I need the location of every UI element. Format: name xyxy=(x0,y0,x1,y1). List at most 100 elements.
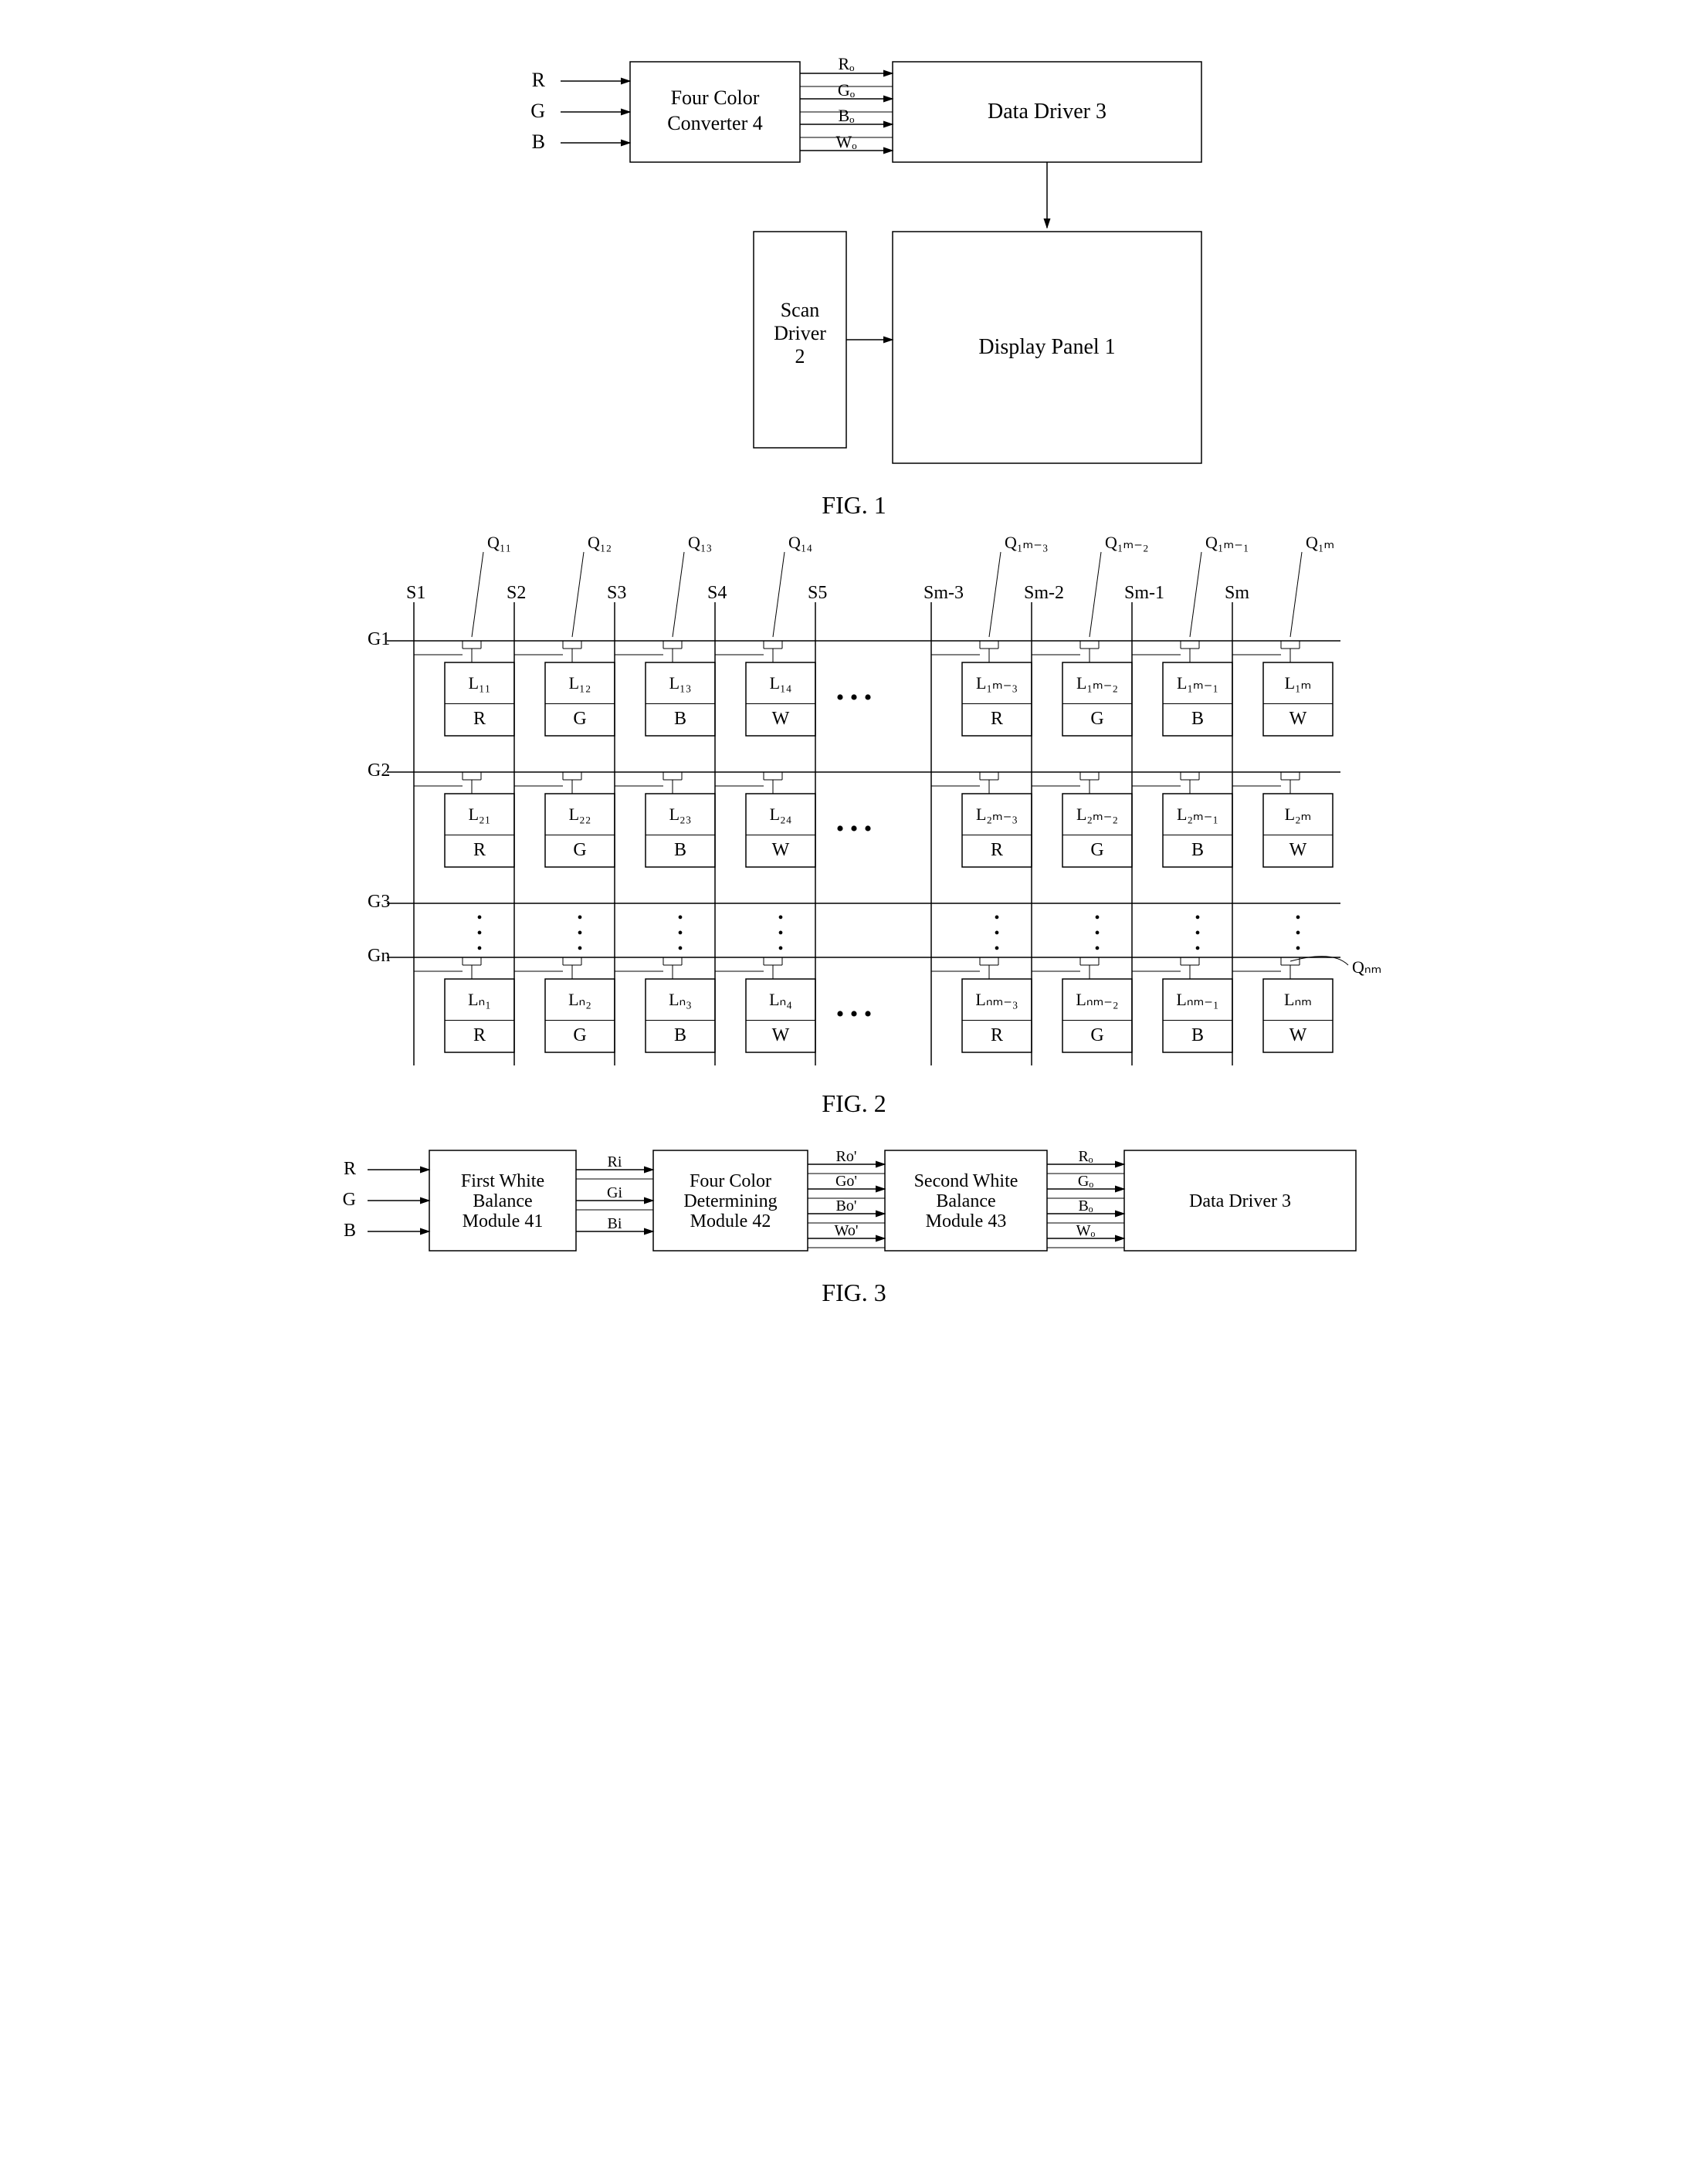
pixel-l: L₁ₘ₋₂ xyxy=(1076,673,1118,693)
fig2-svg: Q₁₁Q₁₂Q₁₃Q₁₄Q₁ₘ₋₃Q₁ₘ₋₂Q₁ₘ₋₁Q₁ₘS1S2S3S4S5… xyxy=(313,525,1395,1127)
pixel-l: L₁ₘ₋₃ xyxy=(976,673,1018,693)
fig3-input: G xyxy=(343,1190,356,1210)
pixel-color: G xyxy=(1090,709,1103,729)
vellipsis: • xyxy=(778,909,783,926)
fig3-bus-label: Ri xyxy=(608,1153,622,1170)
ellipsis: • • • xyxy=(836,685,873,710)
pixel-l: Lₙₘ₋₃ xyxy=(975,990,1018,1009)
pixel-l: L₁₂ xyxy=(569,673,591,693)
fig3-block: Data Driver 3 xyxy=(1189,1191,1291,1211)
pixel-color: W xyxy=(1289,709,1307,729)
s-label: S1 xyxy=(406,583,425,603)
input-b: B xyxy=(532,130,545,153)
input-g: G xyxy=(530,100,545,122)
fig3-block: Balance xyxy=(473,1191,532,1211)
s-label: Sm-2 xyxy=(1024,583,1064,603)
g-label: G3 xyxy=(368,892,390,912)
pixel-l: Lₙₘ₋₁ xyxy=(1176,990,1218,1009)
vellipsis: • xyxy=(476,909,482,926)
fig3-block: Module 42 xyxy=(690,1211,771,1231)
pixel-l: L₂₂ xyxy=(569,804,591,824)
svg-text:•: • xyxy=(778,925,783,942)
pixel-color: W xyxy=(772,840,790,860)
s-label: S4 xyxy=(707,583,727,603)
scan-driver-l3: 2 xyxy=(795,345,805,368)
fig3-block: Second White xyxy=(914,1171,1018,1191)
q-label: Q₁₃ xyxy=(688,533,712,552)
pixel-l: Lₙ₄ xyxy=(769,990,792,1009)
svg-text:•: • xyxy=(1295,925,1300,942)
fig3-block: Balance xyxy=(936,1191,995,1211)
pixel-color: R xyxy=(991,1025,1003,1045)
data-driver-label: Data Driver 3 xyxy=(988,100,1106,124)
vellipsis: • xyxy=(677,909,683,926)
svg-text:•: • xyxy=(577,925,582,942)
s-label: S5 xyxy=(808,583,827,603)
fig3-bus-label: Wₒ xyxy=(1076,1222,1096,1239)
out-wo: Wₒ xyxy=(835,132,856,151)
fig3-bus-label: Ro' xyxy=(836,1148,857,1165)
vellipsis: • xyxy=(1295,909,1300,926)
input-r: R xyxy=(532,69,546,91)
fig3-block: Four Color xyxy=(690,1171,771,1191)
svg-text:•: • xyxy=(1094,940,1100,957)
pixel-color: G xyxy=(1090,1025,1103,1045)
pixel-color: G xyxy=(573,1025,586,1045)
display-panel-label: Display Panel 1 xyxy=(978,335,1115,359)
svg-text:•: • xyxy=(1195,940,1200,957)
s-label: Sm-1 xyxy=(1124,583,1164,603)
svg-text:•: • xyxy=(1295,940,1300,957)
svg-text:•: • xyxy=(476,940,482,957)
svg-text:•: • xyxy=(677,940,683,957)
pixel-l: L₂ₘ₋₃ xyxy=(976,804,1018,824)
fig3-bus-label: Gi xyxy=(607,1184,622,1201)
svg-text:•: • xyxy=(476,925,482,942)
fig3-svg: First WhiteBalanceModule 41Four ColorDet… xyxy=(313,1127,1395,1313)
fig3-bus-label: Bo' xyxy=(836,1197,857,1214)
scan-driver-l1: Scan xyxy=(781,299,820,321)
pixel-color: R xyxy=(991,709,1003,729)
g-label: G1 xyxy=(368,629,390,649)
out-ro: Rₒ xyxy=(838,54,854,73)
ellipsis: • • • xyxy=(836,816,873,842)
pixel-l: L₁ₘ₋₁ xyxy=(1177,673,1218,693)
pixel-color: B xyxy=(1191,1025,1204,1045)
pixel-color: R xyxy=(473,840,486,860)
pixel-color: W xyxy=(1289,840,1307,860)
fig3-block: Module 43 xyxy=(926,1211,1007,1231)
pixel-color: W xyxy=(772,1025,790,1045)
fig1-caption: FIG. 1 xyxy=(822,491,886,519)
pixel-color: G xyxy=(1090,840,1103,860)
svg-text:•: • xyxy=(994,925,999,942)
pixel-l: Lₙₘ₋₂ xyxy=(1076,990,1118,1009)
s-label: Sm xyxy=(1225,583,1249,603)
pixel-color: B xyxy=(674,840,686,860)
pixel-color: W xyxy=(772,709,790,729)
pixel-color: B xyxy=(674,1025,686,1045)
s-label: S3 xyxy=(607,583,626,603)
fig3-bus-label: Rₒ xyxy=(1078,1148,1093,1165)
pixel-color: B xyxy=(1191,840,1204,860)
vellipsis: • xyxy=(1195,909,1200,926)
g-label: Gn xyxy=(368,946,390,966)
pixel-color: R xyxy=(473,1025,486,1045)
q-label: Q₁ₘ₋₁ xyxy=(1205,533,1249,552)
pixel-l: Lₙₘ xyxy=(1284,990,1312,1009)
pixel-l: L₁₄ xyxy=(770,673,792,693)
fig2-caption: FIG. 2 xyxy=(822,1089,886,1117)
pixel-l: L₂ₘ₋₁ xyxy=(1177,804,1218,824)
fig3-block: First White xyxy=(461,1171,544,1191)
q-label: Q₁₄ xyxy=(788,533,812,552)
svg-text:•: • xyxy=(778,940,783,957)
out-bo: Bₒ xyxy=(838,106,854,125)
pixel-l: L₁₃ xyxy=(669,673,692,693)
fig3-input: B xyxy=(344,1221,356,1241)
s-label: Sm-3 xyxy=(923,583,964,603)
vellipsis: • xyxy=(577,909,582,926)
scan-driver-l2: Driver xyxy=(774,322,826,344)
pixel-l: L₂ₘ xyxy=(1285,804,1312,824)
q-label: Q₁ₘ xyxy=(1306,533,1334,552)
pixel-l: L₂₁ xyxy=(469,804,491,824)
svg-text:•: • xyxy=(1195,925,1200,942)
g-label: G2 xyxy=(368,760,390,781)
